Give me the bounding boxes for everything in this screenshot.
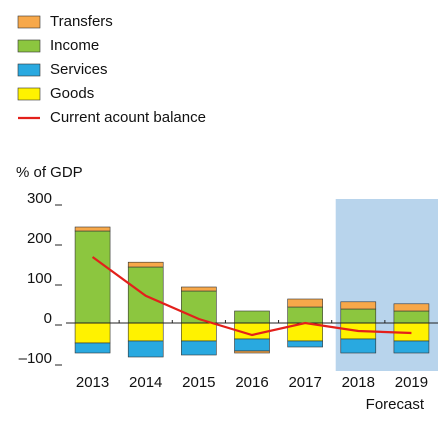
- y-tick-label: –100: [19, 350, 52, 367]
- y-axis-label: % of GDP: [16, 164, 83, 181]
- legend-swatch: [17, 87, 41, 101]
- bar-segment: [127, 261, 164, 268]
- y-tick-label: 200: [27, 230, 52, 247]
- bar-segment: [74, 226, 111, 232]
- y-tick-label: 300: [27, 190, 52, 207]
- forecast-label: Forecast: [366, 396, 425, 413]
- bar-segment: [127, 322, 164, 342]
- bar-segment: [127, 340, 164, 358]
- legend-label: Services: [50, 61, 108, 78]
- legend-swatch: [17, 63, 41, 77]
- x-tick-label: 2016: [235, 374, 268, 391]
- bar-segment: [234, 350, 270, 354]
- bar-segment: [393, 310, 430, 324]
- y-tick-label: 0: [44, 310, 52, 327]
- bar-segment: [340, 308, 377, 324]
- bar-segment: [74, 342, 111, 354]
- balance-line: [91, 256, 412, 337]
- legend-label: Transfers: [50, 13, 113, 30]
- legend-label: Goods: [50, 85, 94, 102]
- bar-segment: [234, 338, 270, 352]
- x-tick-label: 2014: [129, 374, 162, 391]
- bar-segment: [393, 340, 430, 354]
- bar-segment: [287, 340, 323, 348]
- bar-segment: [287, 306, 323, 324]
- legend-label: Current acount balance: [50, 109, 206, 126]
- x-tick-label: 2015: [182, 374, 215, 391]
- bar-segment: [340, 301, 377, 310]
- bar-segment: [181, 322, 217, 342]
- x-tick-label: 2018: [342, 374, 375, 391]
- legend-label: Income: [50, 37, 99, 54]
- x-tick-label: 2013: [76, 374, 109, 391]
- x-tick-label: 2017: [288, 374, 321, 391]
- legend-swatch: [17, 39, 41, 53]
- bar-segment: [74, 230, 111, 324]
- bar-segment: [234, 310, 270, 324]
- bar-segment: [340, 338, 377, 354]
- bar-segment: [287, 298, 323, 308]
- y-tick-label: 100: [27, 270, 52, 287]
- bar-segment: [74, 322, 111, 344]
- bar-segment: [181, 340, 217, 356]
- bar-segment: [181, 286, 217, 292]
- x-tick-label: 2019: [395, 374, 428, 391]
- legend-swatch: [17, 15, 41, 29]
- bar-segment: [393, 303, 430, 312]
